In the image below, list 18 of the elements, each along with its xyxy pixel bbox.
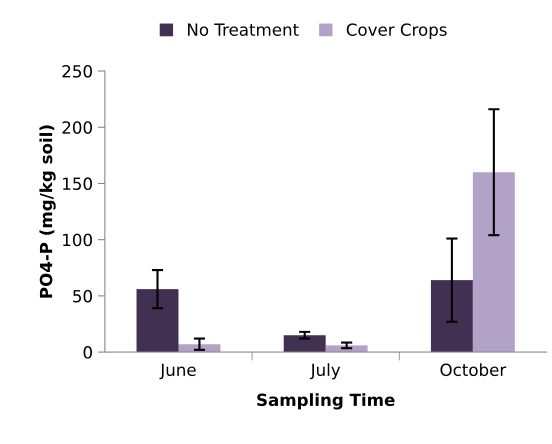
legend-label: No Treatment	[188, 24, 299, 36]
y-tick-label: 100	[63, 234, 92, 246]
y-tick-label: 200	[62, 121, 92, 134]
x-tick-label: July	[310, 363, 340, 380]
x-tick-label: October	[440, 363, 506, 376]
y-tick-label: 150	[63, 177, 92, 190]
y-axis-title: PO4-P (mg/kg soil)	[39, 125, 56, 298]
y-tick-label: 250	[62, 65, 92, 78]
bar	[430, 280, 473, 352]
bar	[178, 344, 220, 352]
y-tick-label: 50	[73, 290, 92, 302]
bar	[472, 172, 515, 352]
x-axis-title: Sampling Time	[257, 393, 395, 410]
bar	[136, 289, 178, 352]
legend-label: Cover Crops	[346, 23, 447, 40]
bar	[284, 335, 326, 352]
x-tick-label: June	[159, 364, 196, 380]
y-tick-label: 0	[84, 346, 92, 359]
